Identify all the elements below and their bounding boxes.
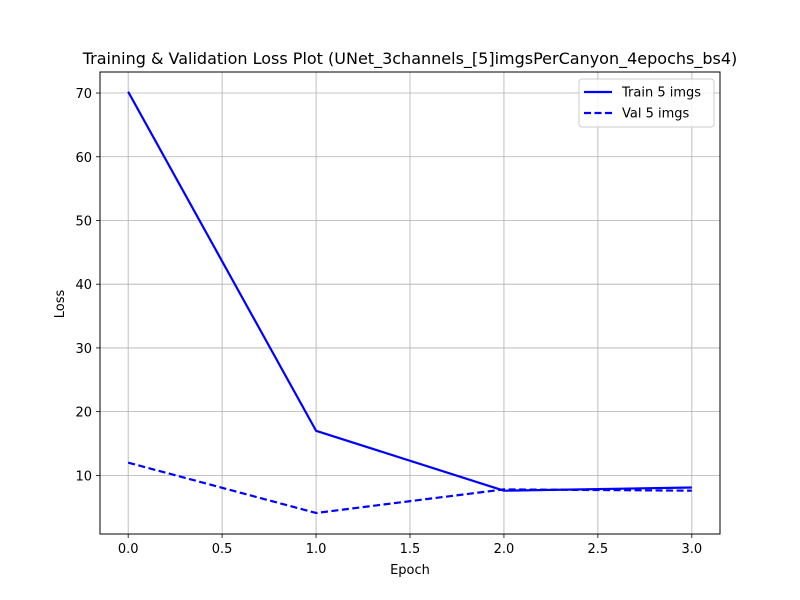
x-tick-label: 3.0 — [681, 542, 702, 557]
x-tick-label: 1.0 — [306, 542, 327, 557]
y-tick-label: 10 — [75, 469, 92, 484]
legend-box — [578, 78, 715, 128]
chart-title: Training & Validation Loss Plot (UNet_3c… — [82, 49, 738, 69]
legend-label-val: Val 5 imgs — [622, 107, 690, 122]
x-tick-label: 0.5 — [212, 542, 233, 557]
x-axis-label: Epoch — [390, 563, 430, 578]
y-axis-label: Loss — [53, 290, 68, 319]
legend-label-train: Train 5 imgs — [621, 86, 701, 101]
grid — [100, 72, 720, 534]
y-tick-label: 40 — [75, 278, 92, 293]
y-tick-label: 30 — [75, 342, 92, 357]
x-tick-label: 0.0 — [118, 542, 139, 557]
x-tick-label: 2.5 — [588, 542, 609, 557]
y-tick-label: 20 — [75, 406, 92, 421]
legend: Train 5 imgs Val 5 imgs — [578, 78, 715, 128]
ticks: 0.0 0.5 1.0 1.5 2.0 2.5 3.0 10 20 30 40 50 60 70 — [75, 87, 702, 557]
y-tick-label: 70 — [75, 87, 92, 102]
y-tick-label: 50 — [75, 214, 92, 229]
series-line-val — [127, 461, 692, 515]
series-layer — [127, 91, 692, 515]
y-tick-label: 60 — [75, 151, 92, 166]
x-tick-label: 1.5 — [400, 542, 421, 557]
x-tick-label: 2.0 — [494, 542, 515, 557]
